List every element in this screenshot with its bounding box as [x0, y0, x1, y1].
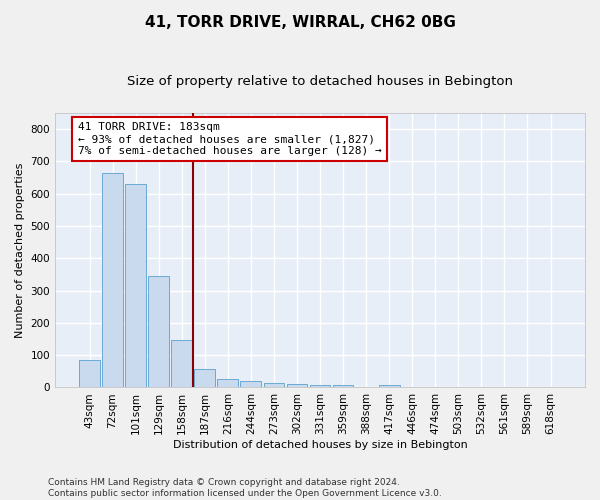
Bar	[217, 380, 238, 388]
Bar	[379, 385, 400, 388]
Bar	[263, 382, 284, 388]
Bar	[125, 184, 146, 388]
Bar	[310, 385, 331, 388]
Text: 41, TORR DRIVE, WIRRAL, CH62 0BG: 41, TORR DRIVE, WIRRAL, CH62 0BG	[145, 15, 455, 30]
Bar	[148, 276, 169, 388]
Bar	[79, 360, 100, 388]
Bar	[102, 172, 123, 388]
Bar	[194, 369, 215, 388]
Bar	[172, 340, 192, 388]
Bar	[241, 381, 261, 388]
Text: Contains HM Land Registry data © Crown copyright and database right 2024.
Contai: Contains HM Land Registry data © Crown c…	[48, 478, 442, 498]
Text: 41 TORR DRIVE: 183sqm
← 93% of detached houses are smaller (1,827)
7% of semi-de: 41 TORR DRIVE: 183sqm ← 93% of detached …	[78, 122, 382, 156]
X-axis label: Distribution of detached houses by size in Bebington: Distribution of detached houses by size …	[173, 440, 467, 450]
Title: Size of property relative to detached houses in Bebington: Size of property relative to detached ho…	[127, 75, 513, 88]
Bar	[332, 385, 353, 388]
Y-axis label: Number of detached properties: Number of detached properties	[15, 162, 25, 338]
Bar	[287, 384, 307, 388]
